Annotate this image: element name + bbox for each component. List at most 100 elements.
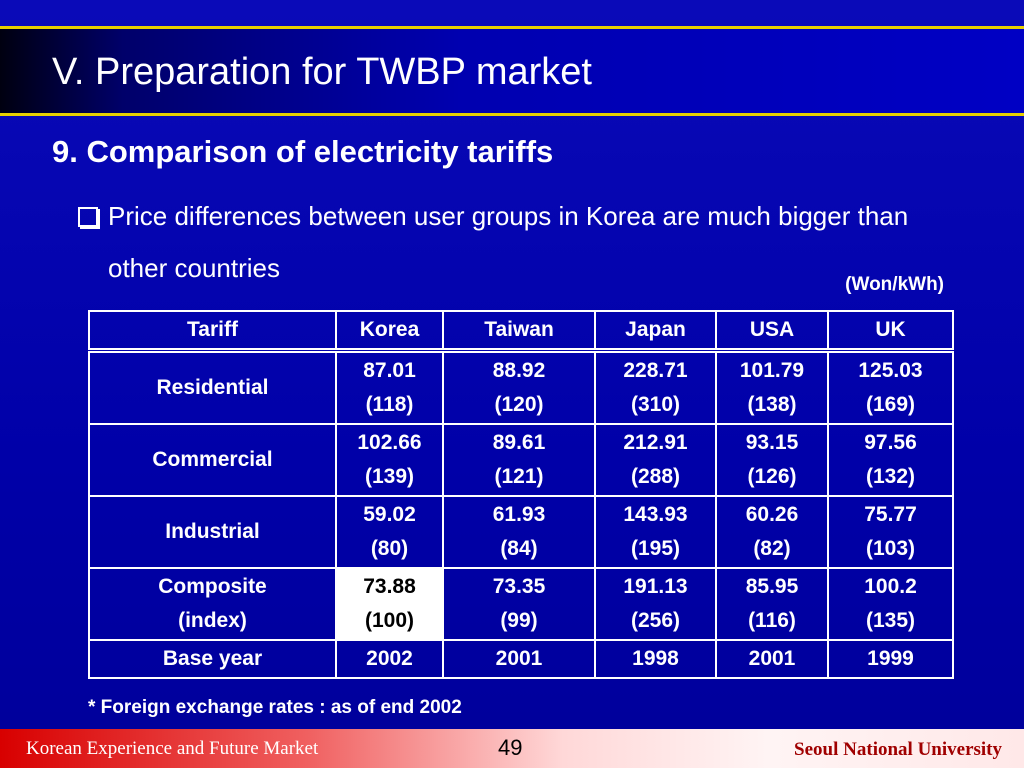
column-header: Taiwan: [442, 310, 596, 353]
cell-line: (310): [630, 393, 681, 416]
cell-line: 212.91: [623, 431, 688, 454]
column-header: Japan: [594, 310, 717, 353]
cell-line: 100.2: [864, 575, 917, 598]
cell-line: 2001: [748, 647, 796, 670]
row-label: Base year: [88, 639, 337, 679]
table-cell: 73.35 (99): [442, 567, 596, 641]
row-label-line: Composite: [158, 575, 267, 598]
cell-line: 191.13: [623, 575, 688, 598]
cell-line: 87.01: [363, 359, 416, 382]
table-cell: 85.95 (116): [715, 567, 829, 641]
row-label: Industrial: [88, 495, 337, 569]
cell-line: 73.35: [492, 575, 546, 598]
cell-line: (100): [364, 609, 415, 632]
row-label-line: Base year: [162, 647, 263, 670]
table-row: Base year 2002 2001 1998 2001 1999: [88, 639, 954, 679]
cell-line: 73.88: [363, 575, 416, 598]
cell-line: (126): [747, 465, 797, 488]
bullet-icon: [78, 207, 98, 227]
row-label: Commercial: [88, 423, 337, 497]
column-header: Tariff: [88, 310, 337, 353]
cell-line: 102.66: [357, 431, 422, 454]
cell-line: 2001: [495, 647, 543, 670]
row-label-line: (index): [178, 609, 247, 632]
tariff-table: Tariff Korea Taiwan Japan USA UK Residential 87…: [88, 310, 954, 679]
table-row: Industrial 59.02 (80) 61.93 (84) 143.93 (195) 6…: [88, 495, 954, 569]
column-header: Korea: [335, 310, 444, 353]
table-cell: 61.93 (84): [442, 495, 596, 569]
cell-line: 85.95: [745, 575, 799, 598]
table-row: Composite (index) 73.88 (100) 73.35 (99) 191.1…: [88, 567, 954, 641]
table-cell: 2001: [715, 639, 829, 679]
row-label-line: Industrial: [165, 520, 260, 543]
cell-line: 143.93: [623, 503, 688, 526]
cell-line: 1999: [867, 647, 914, 670]
table-cell: 93.15 (126): [715, 423, 829, 497]
table-cell: 73.88 (100): [335, 567, 444, 641]
table-row: Residential 87.01 (118) 88.92 (120) 228.71 (31…: [88, 349, 954, 425]
row-label-line: Commercial: [152, 448, 273, 471]
row-label-line: Residential: [156, 376, 269, 399]
table-cell: 191.13 (256): [594, 567, 717, 641]
page-number: 49: [498, 735, 523, 760]
cell-line: (169): [865, 393, 916, 416]
table-cell: 2001: [442, 639, 596, 679]
unit-label: (Won/kWh): [845, 274, 944, 295]
table-cell: 101.79 (138): [715, 349, 829, 425]
title: V. Preparation for TWBP market: [52, 51, 592, 93]
table-row: Commercial 102.66 (139) 89.61 (121) 212.91 (28…: [88, 423, 954, 497]
table-cell: 59.02 (80): [335, 495, 444, 569]
cell-line: (120): [494, 393, 544, 416]
cell-line: 88.92: [492, 359, 546, 382]
cell-line: 101.79: [739, 359, 805, 382]
cell-line: 75.77: [864, 503, 917, 526]
cell-line: (118): [365, 393, 414, 416]
table-cell: 97.56 (132): [827, 423, 954, 497]
bullet-text: Price differences between user groups in…: [108, 201, 909, 283]
footer: Korean Experience and Future Market 49 S…: [0, 729, 1024, 768]
cell-line: (132): [865, 465, 916, 488]
footnote: * Foreign exchange rates : as of end 200…: [88, 697, 462, 718]
table-cell: 1998: [594, 639, 717, 679]
cell-line: 61.93: [492, 503, 546, 526]
cell-line: 228.71: [623, 359, 688, 382]
cell-line: (288): [630, 465, 681, 488]
cell-line: 59.02: [363, 503, 416, 526]
table-cell: 75.77 (103): [827, 495, 954, 569]
cell-line: (195): [630, 537, 681, 560]
table-cell: 228.71 (310): [594, 349, 717, 425]
cell-line: (84): [500, 537, 538, 560]
footer-right: Seoul National University: [794, 739, 1002, 760]
row-label: Residential: [88, 349, 337, 425]
table-cell: 60.26 (82): [715, 495, 829, 569]
table-cell: 143.93 (195): [594, 495, 717, 569]
title-bar: V. Preparation for TWBP market: [0, 26, 1024, 116]
cell-line: 2002: [366, 647, 413, 670]
cell-line: 89.61: [492, 431, 546, 454]
cell-line: (138): [747, 393, 797, 416]
table-cell: 1999: [827, 639, 954, 679]
footer-left: Korean Experience and Future Market: [26, 738, 319, 759]
cell-line: (135): [865, 609, 916, 632]
bullet: Price differences between user groups in…: [74, 190, 924, 294]
cell-line: 125.03: [858, 359, 923, 382]
cell-line: (80): [370, 537, 409, 560]
table-cell: 2002: [335, 639, 444, 679]
cell-line: 97.56: [864, 431, 917, 454]
table-cell: 125.03 (169): [827, 349, 954, 425]
cell-line: 1998: [632, 647, 679, 670]
column-header: UK: [827, 310, 954, 353]
cell-line: (103): [865, 537, 916, 560]
section-heading: 9. Comparison of electricity tariffs: [52, 134, 554, 169]
table-cell: 87.01 (118): [335, 349, 444, 425]
cell-line: (116): [748, 609, 796, 632]
cell-line: (121): [494, 465, 544, 488]
row-label: Composite (index): [88, 567, 337, 641]
cell-line: 93.15: [745, 431, 799, 454]
cell-line: 60.26: [745, 503, 799, 526]
header-row: Tariff Korea Taiwan Japan USA UK: [88, 310, 954, 353]
cell-line: (99): [500, 609, 538, 632]
table-cell: 100.2 (135): [827, 567, 954, 641]
cell-line: (256): [630, 609, 681, 632]
